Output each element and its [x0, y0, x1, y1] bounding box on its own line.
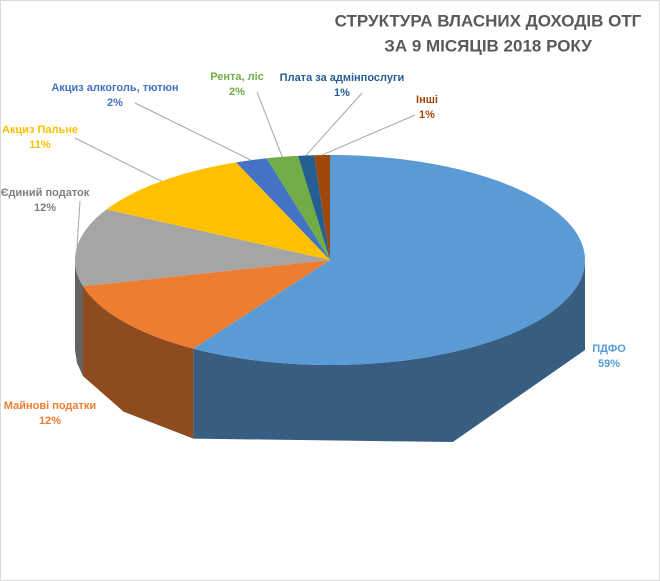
pie-side [193, 260, 586, 443]
pie-slice [106, 162, 330, 260]
value-label: 12% [34, 202, 56, 214]
value-label: 12% [39, 415, 61, 427]
value-label: 2% [107, 97, 123, 109]
pie-slice [193, 155, 586, 365]
pie-slice [236, 158, 330, 260]
category-label: Акциз алкоголь, тютюн [51, 82, 178, 94]
category-label: Єдиний податок [1, 187, 90, 199]
leader-line [74, 137, 162, 182]
value-label: 2% [229, 86, 245, 98]
value-label: 59% [598, 358, 620, 370]
leader-line [256, 91, 283, 158]
chart-title: ЗА 9 МІСЯЦІВ 2018 РОКУ [384, 36, 592, 55]
leader-line [321, 114, 416, 156]
leader-line [76, 200, 81, 247]
chart-title: СТРУКТУРА ВЛАСНИХ ДОХОДІВ ОТГ [335, 11, 642, 30]
category-label: Майнові податки [4, 400, 96, 412]
leader-line [305, 92, 363, 156]
category-label: Акциз Пальне [2, 124, 78, 136]
category-label: Плата за адмінпослуги [280, 72, 405, 84]
pie-slice [313, 155, 330, 260]
pie-slice [298, 155, 330, 260]
leader-line [134, 102, 252, 161]
pie-slice [75, 209, 330, 287]
category-label: Інші [416, 94, 438, 106]
category-label: ПДФО [592, 343, 626, 355]
value-label: 1% [334, 87, 350, 99]
pie-side [83, 286, 194, 439]
pie-side [75, 260, 84, 377]
pie-slice [266, 155, 330, 260]
pie-slice [83, 260, 330, 349]
category-label: Рента, ліс [210, 71, 264, 83]
value-label: 1% [419, 109, 435, 121]
value-label: 11% [29, 139, 51, 151]
